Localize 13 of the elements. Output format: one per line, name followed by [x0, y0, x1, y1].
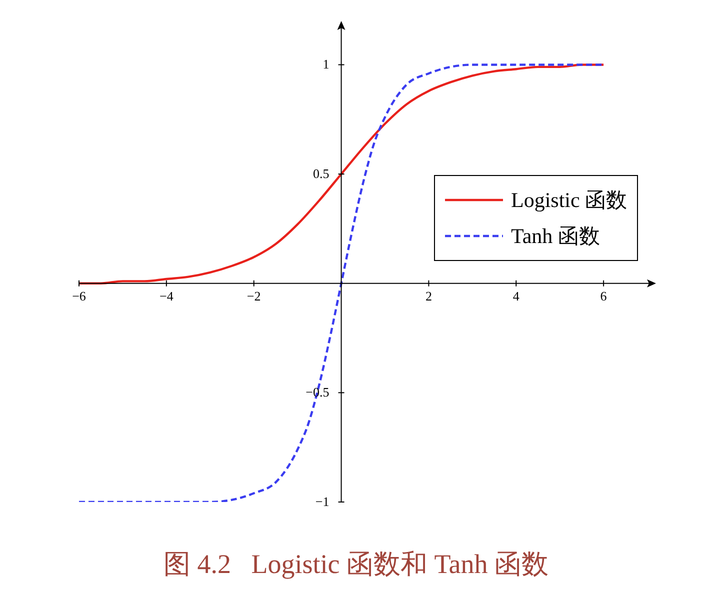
text: 图 4.2 Logistic 函数和 Tanh 函数 [162, 548, 550, 581]
y-tick-label: −0.5 [306, 384, 330, 400]
y-tick-label: −1 [315, 494, 330, 509]
x-tick-label: 4 [512, 288, 520, 304]
x-tick-label: −6 [72, 288, 86, 304]
x-tick-label: 2 [425, 288, 432, 304]
legend-label: Tanh 函数 [511, 223, 600, 250]
x-tick-label: 6 [600, 288, 608, 304]
legend-label: Logistic 函数 [511, 187, 628, 214]
x-tick-label: −4 [160, 288, 174, 304]
y-tick-label: 0.5 [313, 166, 330, 182]
x-tick-label: −2 [246, 288, 261, 304]
y-tick-label: 1 [322, 56, 330, 72]
